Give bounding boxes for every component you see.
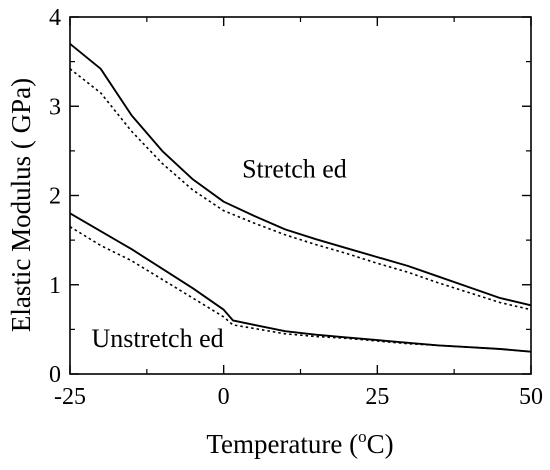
y-tick-label: 3 <box>49 94 61 120</box>
x-tick-label: 25 <box>365 384 389 410</box>
y-tick-label: 1 <box>49 273 61 299</box>
solid-series-line-1 <box>69 43 532 307</box>
annotations: Stretch ed Unstretch ed <box>92 155 347 354</box>
series-group <box>69 43 532 353</box>
x-axis-title: Temperature (oC) <box>206 427 393 459</box>
y-axis-title: Elastic Modulus ( GPa) <box>6 78 36 332</box>
x-tick-label: 50 <box>519 384 543 410</box>
x-axis-title-sup: o <box>358 427 367 446</box>
plot-frame <box>69 16 532 375</box>
x-axis-title-suffix: C) <box>367 429 394 459</box>
x-tick-label: 0 <box>218 384 230 410</box>
axis-ticks <box>69 16 532 375</box>
dotted-series-line-2 <box>69 68 532 311</box>
x-tick-label: -25 <box>54 384 86 410</box>
y-tick-label: 4 <box>49 5 61 31</box>
y-tick-label: 0 <box>49 362 61 388</box>
annotation-stretched: Stretch ed <box>242 155 347 184</box>
dotted-series-line-4 <box>69 226 532 353</box>
annotation-unstretched: Unstretch ed <box>92 324 224 353</box>
x-axis-title-prefix: Temperature ( <box>206 429 358 459</box>
y-tick-label: 2 <box>49 184 61 210</box>
